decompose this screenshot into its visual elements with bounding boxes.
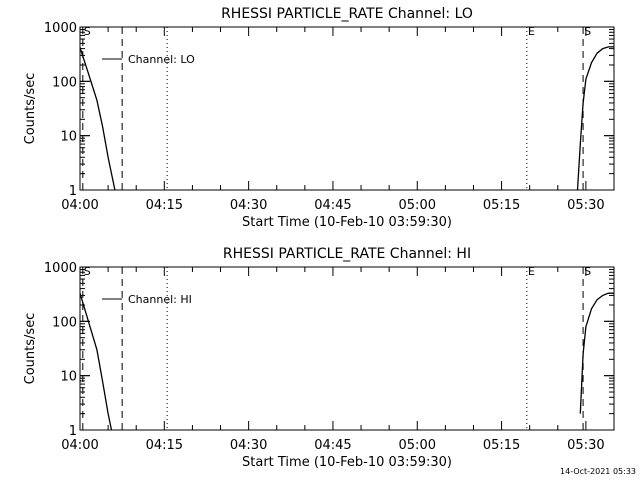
y-tick-label: 1000 bbox=[44, 261, 77, 276]
event-marker-label: E bbox=[528, 265, 535, 278]
y-tick-label: 100 bbox=[52, 315, 77, 330]
event-marker-label: S bbox=[584, 265, 591, 278]
chart-panel-lo: RHESSI PARTICLE_RATE Channel: LO 1 10 100 10… bbox=[23, 6, 615, 230]
x-tick-label: 04:45 bbox=[314, 198, 351, 213]
series-line bbox=[79, 47, 116, 191]
x-tick-label: 04:00 bbox=[61, 438, 98, 453]
y-tick-label: 10 bbox=[60, 130, 77, 145]
plot-frame bbox=[79, 26, 615, 191]
series-line bbox=[579, 292, 614, 414]
y-tick-label: 1 bbox=[69, 424, 77, 439]
y-tick-label: 10 bbox=[60, 370, 77, 385]
x-tick-label: 05:30 bbox=[567, 438, 604, 453]
x-tick-label: 05:15 bbox=[483, 198, 520, 213]
series-line bbox=[79, 293, 113, 431]
x-axis-label: Start Time (10-Feb-10 03:59:30) bbox=[242, 215, 452, 230]
chart-title: RHESSI PARTICLE_RATE Channel: HI bbox=[223, 246, 471, 262]
chart-title: RHESSI PARTICLE_RATE Channel: LO bbox=[221, 6, 473, 22]
x-tick-label: 05:00 bbox=[399, 438, 436, 453]
x-tick-label: 04:45 bbox=[314, 438, 351, 453]
x-tick-label: 05:00 bbox=[399, 198, 436, 213]
y-axis-label: Counts/sec bbox=[23, 313, 38, 385]
legend-label: Channel: LO bbox=[128, 53, 195, 66]
y-tick-label: 1000 bbox=[44, 21, 77, 36]
event-marker-label: S bbox=[584, 25, 591, 38]
legend-label: Channel: HI bbox=[128, 293, 192, 306]
x-tick-label: 05:30 bbox=[567, 198, 604, 213]
x-tick-label: 04:15 bbox=[146, 198, 183, 213]
x-tick-label: 04:30 bbox=[230, 198, 267, 213]
footer-timestamp: 14-Oct-2021 05:33 bbox=[560, 467, 636, 476]
x-tick-label: 05:15 bbox=[483, 438, 520, 453]
y-axis-label: Counts/sec bbox=[23, 73, 38, 145]
plot-frame bbox=[79, 266, 615, 431]
event-marker-label: S bbox=[84, 25, 91, 38]
y-tick-label: 1 bbox=[69, 184, 77, 199]
x-tick-label: 04:30 bbox=[230, 438, 267, 453]
y-tick-label: 100 bbox=[52, 75, 77, 90]
event-marker-label: E bbox=[528, 25, 535, 38]
x-axis-label: Start Time (10-Feb-10 03:59:30) bbox=[242, 455, 452, 470]
x-tick-label: 04:15 bbox=[146, 438, 183, 453]
event-marker-label: S bbox=[84, 265, 91, 278]
x-tick-label: 04:00 bbox=[61, 198, 98, 213]
chart-panel-hi: RHESSI PARTICLE_RATE Channel: HI 1 10 100 10… bbox=[23, 246, 615, 470]
series-line bbox=[576, 46, 614, 191]
